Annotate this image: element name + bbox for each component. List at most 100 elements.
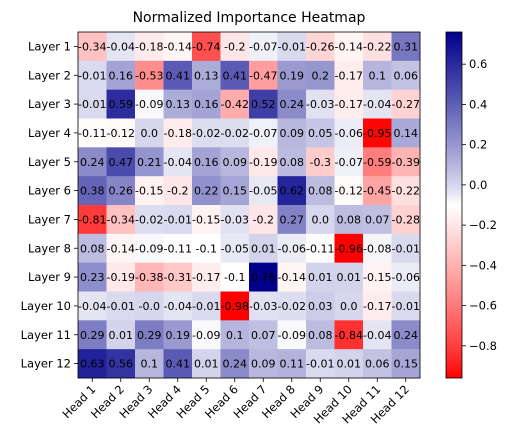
heatmap-cell-label: 0.56 <box>109 358 134 371</box>
heatmap-cell-label: -0.59 <box>363 156 391 169</box>
heatmap-cell-label: -0.2 <box>224 40 245 53</box>
heatmap-cell-label: -0.06 <box>278 242 306 255</box>
heatmap-cell-label: 0.01 <box>194 358 219 371</box>
heatmap-cell-label: 0.11 <box>280 358 305 371</box>
heatmap-cell-label: -0.28 <box>392 213 420 226</box>
chart-title: Normalized Importance Heatmap <box>133 10 366 26</box>
heatmap-cell-label: -0.2 <box>167 185 188 198</box>
heatmap-cell-label: -0.96 <box>335 242 363 255</box>
heatmap-cell-label: -0.04 <box>78 300 106 313</box>
heatmap-cells <box>78 32 420 378</box>
heatmap-cell-label: 0.13 <box>194 69 219 82</box>
heatmap-cell-label: -0.03 <box>221 213 249 226</box>
heatmap-cell-label: 0.09 <box>251 358 276 371</box>
heatmap-cell-label: 0.01 <box>308 271 333 284</box>
heatmap-cell-label: -0.11 <box>78 127 106 140</box>
heatmap-cell-label: 0.22 <box>194 185 219 198</box>
heatmap-cell-label: -0.07 <box>249 127 277 140</box>
heatmap-cell-label: -0.22 <box>392 185 420 198</box>
heatmap-cell-label: 0.41 <box>223 69 248 82</box>
heatmap-cell-label: -0.01 <box>306 358 334 371</box>
heatmap-cell-label: 0.16 <box>109 69 134 82</box>
heatmap-cell-label: 0.63 <box>80 358 105 371</box>
heatmap-cell-label: 0.52 <box>251 98 276 111</box>
heatmap-cell-label: -0.01 <box>78 98 106 111</box>
heatmap-cell-label: 0.06 <box>365 358 390 371</box>
heatmap-cell-label: -0.27 <box>392 98 420 111</box>
y-tick-label: Layer 6 <box>28 184 71 198</box>
heatmap-cell-label: 0.41 <box>166 358 191 371</box>
colorbar-tick-label: 0.2 <box>469 138 487 152</box>
heatmap-cell-label: -0.05 <box>249 185 277 198</box>
heatmap-cell-label: -0.45 <box>363 185 391 198</box>
heatmap-cell-label: -0.01 <box>392 300 420 313</box>
heatmap-cell-label: 0.01 <box>109 329 134 342</box>
colorbar-tick-label: −0.4 <box>469 258 497 272</box>
colorbar-tick-label: −0.6 <box>469 299 497 313</box>
heatmap-cell-label: -0.34 <box>78 40 106 53</box>
colorbar-tick-label: 0.0 <box>469 178 487 192</box>
heatmap-cell-label: 0.03 <box>308 300 333 313</box>
heatmap-cell-label: 0.41 <box>166 69 191 82</box>
heatmap-cell-label: 0.0 <box>340 300 358 313</box>
heatmap-cell-label: -0.02 <box>278 300 306 313</box>
y-tick-label: Layer 4 <box>28 126 71 140</box>
heatmap-cell-label: 0.01 <box>251 242 276 255</box>
heatmap-cell-label: -0.74 <box>192 40 220 53</box>
heatmap-cell-label: 0.15 <box>394 358 419 371</box>
heatmap-cell-label: -0.34 <box>107 213 135 226</box>
heatmap-cell-label: 0.0 <box>141 127 159 140</box>
colorbar <box>446 32 462 378</box>
heatmap-cell-label: -0.03 <box>249 300 277 313</box>
heatmap-cell-label: -0.81 <box>78 213 106 226</box>
heatmap-cell-label: -0.12 <box>335 185 363 198</box>
heatmap-cell-label: -0.17 <box>192 271 220 284</box>
heatmap-cell-label: -0.38 <box>135 271 163 284</box>
heatmap-cell-label: -0.98 <box>221 300 249 313</box>
heatmap-cell-label: -0.11 <box>306 242 334 255</box>
heatmap-cell-label: -0.53 <box>135 69 163 82</box>
heatmap-cell-label: -0.42 <box>221 98 249 111</box>
heatmap-cell-label: 0.26 <box>109 185 134 198</box>
heatmap-cell-label: 0.08 <box>80 242 105 255</box>
heatmap-cell-label: 0.07 <box>365 213 390 226</box>
heatmap-cell-label: 0.13 <box>166 98 191 111</box>
y-tick-label: Layer 11 <box>21 328 71 342</box>
heatmap-cell-label: 0.01 <box>337 271 362 284</box>
heatmap-cell-label: -0.14 <box>335 40 363 53</box>
heatmap-cell-label: -0.09 <box>278 329 306 342</box>
heatmap-cell-label: -0.12 <box>107 127 135 140</box>
heatmap-cell-label: -0.04 <box>107 40 135 53</box>
heatmap-cell-label: 0.24 <box>280 98 305 111</box>
heatmap-cell-label: -0.26 <box>306 40 334 53</box>
heatmap-cell-label: 0.16 <box>194 98 219 111</box>
heatmap-cell-label: 0.08 <box>280 156 305 169</box>
heatmap-cell-label: -0.04 <box>363 329 391 342</box>
heatmap-cell-label: -0.15 <box>135 185 163 198</box>
heatmap-cell-label: 0.62 <box>280 185 305 198</box>
heatmap-cell-label: 0.05 <box>308 127 333 140</box>
heatmap-cell-label: -0.15 <box>192 213 220 226</box>
heatmap-cell-label: 0.07 <box>251 329 276 342</box>
heatmap-cell-label: -0.17 <box>363 300 391 313</box>
heatmap-cell-label: -0.01 <box>278 40 306 53</box>
y-tick-label: Layer 12 <box>21 357 71 371</box>
heatmap-cell-label: -0.04 <box>164 156 192 169</box>
heatmap-cell-label: -0.01 <box>164 213 192 226</box>
heatmap-cell-label: -0.0 <box>139 300 160 313</box>
heatmap-cell-label: 0.08 <box>308 329 333 342</box>
heatmap-cell-label: -0.95 <box>363 127 391 140</box>
heatmap-cell-label: -0.15 <box>363 271 391 284</box>
heatmap-cell-label: -0.01 <box>392 242 420 255</box>
heatmap-cell-label: -0.07 <box>335 156 363 169</box>
heatmap-cell-label: -0.14 <box>107 242 135 255</box>
heatmap-cell-label: -0.39 <box>392 156 420 169</box>
y-tick-label: Layer 5 <box>28 155 71 169</box>
heatmap-cell-label: 0.76 <box>251 271 276 284</box>
heatmap-cell-label: -0.09 <box>192 329 220 342</box>
heatmap-cell-label: -0.22 <box>363 40 391 53</box>
y-tick-label: Layer 8 <box>28 241 71 255</box>
heatmap-cell-label: -0.05 <box>221 242 249 255</box>
